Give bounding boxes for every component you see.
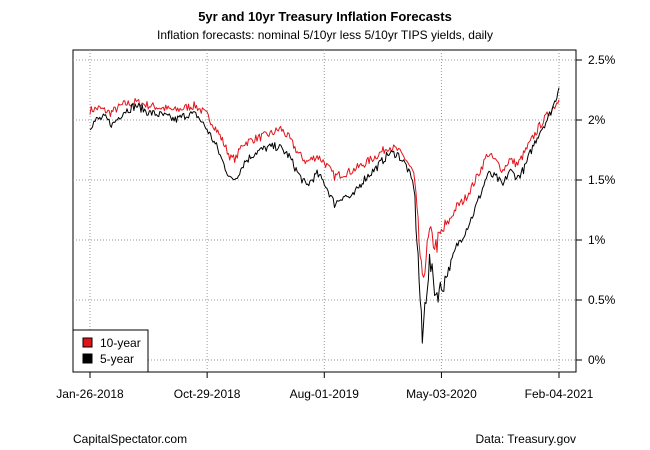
chart-title: 5yr and 10yr Treasury Inflation Forecast… bbox=[198, 9, 452, 24]
legend-swatch-10-year bbox=[82, 337, 93, 348]
x-axis: Jan-26-2018 Oct-29-2018 Aug-01-2019 May-03-… bbox=[56, 372, 594, 401]
series-layer bbox=[89, 87, 560, 344]
x-tick-label: Jan-26-2018 bbox=[56, 387, 124, 401]
legend-label-5-year: 5-year bbox=[100, 352, 134, 366]
chart-subtitle: Inflation forecasts: nominal 5/10yr less… bbox=[157, 28, 493, 42]
x-tick-label: Oct-29-2018 bbox=[174, 387, 241, 401]
y-tick-label: 0.5% bbox=[588, 293, 616, 307]
series-line-5-year bbox=[89, 87, 560, 344]
legend: 10-year 5-year bbox=[72, 329, 149, 373]
legend-box bbox=[72, 329, 149, 373]
y-tick-label: 1.5% bbox=[588, 173, 616, 187]
x-tick-label: May-03-2020 bbox=[406, 387, 477, 401]
grid-lines bbox=[73, 50, 576, 372]
y-tick-label: 0% bbox=[588, 353, 606, 367]
footer-data-source: Data: Treasury.gov bbox=[476, 432, 577, 446]
legend-label-10-year: 10-year bbox=[100, 336, 141, 350]
y-tick-label: 2.5% bbox=[588, 53, 616, 67]
y-tick-label: 1% bbox=[588, 233, 606, 247]
series-line-10-year bbox=[89, 98, 560, 278]
y-axis: 0% 0.5% 1% 1.5% 2% 2.5% bbox=[576, 53, 616, 367]
y-tick-label: 2% bbox=[588, 113, 606, 127]
x-tick-label: Aug-01-2019 bbox=[290, 387, 360, 401]
legend-swatch-5-year bbox=[82, 353, 93, 364]
footer-source-site: CapitalSpectator.com bbox=[73, 432, 187, 446]
x-tick-label: Feb-04-2021 bbox=[525, 387, 594, 401]
